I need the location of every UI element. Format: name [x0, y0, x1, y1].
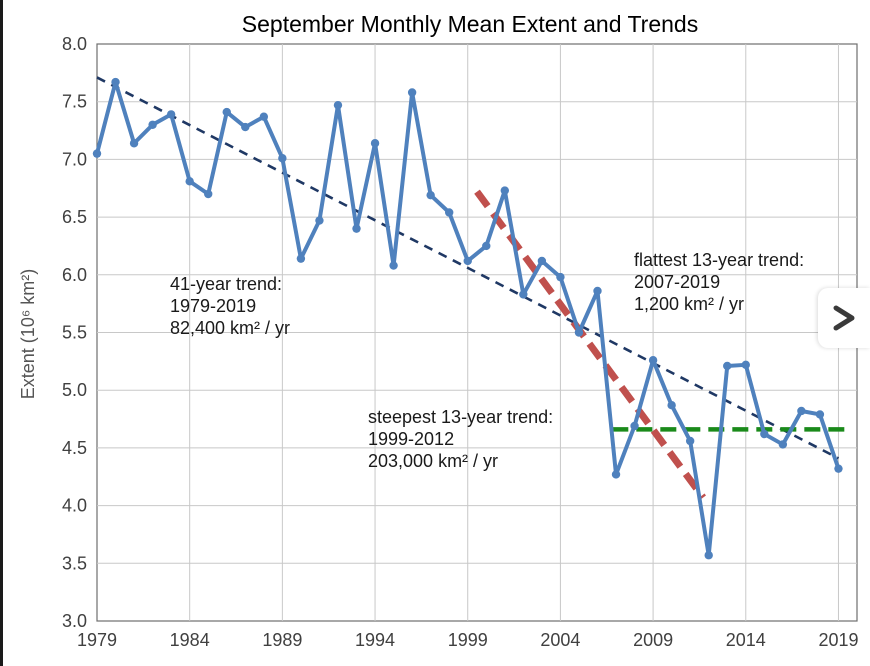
y-tick-label: 8.0	[62, 34, 87, 54]
chevron-right-icon	[833, 305, 855, 331]
x-tick-label: 2004	[540, 630, 580, 650]
data-point	[222, 107, 231, 117]
data-point	[259, 112, 269, 121]
data-point	[500, 186, 510, 195]
data-point	[407, 88, 417, 97]
data-point	[426, 190, 435, 200]
data-point	[611, 470, 621, 479]
y-tick-label: 3.5	[62, 553, 87, 573]
data-point	[166, 110, 176, 119]
data-point	[667, 401, 676, 410]
data-point	[129, 139, 139, 148]
y-tick-label: 6.0	[62, 265, 87, 285]
data-point	[760, 429, 769, 439]
data-point	[815, 410, 825, 419]
data-series	[92, 77, 843, 560]
trend-annotation-line: steepest 13-year trend:	[368, 407, 553, 427]
data-point	[778, 440, 788, 449]
x-tick-label: 1979	[77, 630, 117, 650]
trend-annotations: 41-year trend: 1979-2019 82,400 km² / yr st…	[170, 250, 804, 471]
x-tick-label: 2019	[818, 630, 858, 650]
next-slide-button[interactable]	[818, 288, 870, 348]
trend-annotation-line: flattest 13-year trend:	[634, 250, 804, 270]
trend-annotation-line: 1979-2019	[170, 296, 256, 316]
data-point	[278, 154, 287, 163]
trend-annotation-line: 203,000 km² / yr	[368, 451, 498, 471]
data-point	[185, 177, 194, 186]
y-tick-label: 7.5	[62, 92, 87, 112]
y-tick-label: 7.0	[62, 149, 87, 169]
trend-annotation-line: 41-year trend:	[170, 274, 282, 294]
data-point	[92, 149, 102, 158]
x-tick-label: 1984	[170, 630, 210, 650]
data-point	[685, 436, 695, 446]
trend-annotation-line: 1999-2012	[368, 429, 454, 449]
y-tick-label: 5.0	[62, 380, 87, 400]
data-point	[630, 421, 639, 431]
data-point	[482, 241, 491, 251]
y-tick-label: 5.5	[62, 323, 87, 343]
y-axis-title: Extent (10⁶ km²)	[18, 269, 38, 399]
y-tick-label: 4.0	[62, 496, 87, 516]
data-point	[834, 464, 843, 473]
y-tick-label: 3.0	[62, 611, 87, 631]
data-point	[537, 256, 547, 266]
data-point	[519, 290, 528, 299]
trend-annotation: flattest 13-year trend: 2007-2019 1,200 km…	[634, 250, 804, 314]
data-point	[741, 360, 750, 370]
trend-annotation-line: 2007-2019	[634, 272, 720, 292]
data-point	[352, 224, 361, 233]
y-tick-label: 6.5	[62, 207, 87, 227]
data-point	[315, 216, 324, 225]
data-point	[296, 254, 306, 263]
data-point	[704, 551, 713, 560]
x-tick-label: 1999	[448, 630, 488, 650]
data-point	[463, 256, 472, 266]
data-point	[574, 328, 584, 337]
data-point	[593, 286, 602, 296]
data-point	[111, 77, 120, 87]
data-point	[204, 189, 213, 199]
data-point	[556, 272, 565, 282]
data-point	[370, 139, 380, 148]
x-tick-label: 1989	[262, 630, 302, 650]
left-edge-border	[0, 0, 3, 666]
data-point	[241, 122, 250, 132]
trend-annotation-line: 1,200 km² / yr	[634, 294, 744, 314]
trend-annotation: 41-year trend: 1979-2019 82,400 km² / yr	[170, 274, 290, 338]
data-point	[723, 361, 732, 371]
data-point	[444, 208, 454, 217]
data-point	[148, 120, 157, 129]
trend-annotation: steepest 13-year trend: 1999-2012 203,000 …	[368, 407, 553, 471]
trend-annotation-line: 82,400 km² / yr	[170, 318, 290, 338]
data-point	[797, 406, 806, 416]
data-point	[333, 100, 343, 110]
data-point	[648, 355, 658, 365]
y-tick-label: 4.5	[62, 438, 87, 458]
chart-title: September Monthly Mean Extent and Trends	[242, 11, 698, 37]
x-tick-label: 1994	[355, 630, 395, 650]
data-point	[389, 261, 398, 270]
x-tick-label: 2014	[726, 630, 766, 650]
tick-labels: 3.0 3.5 4.0 4.5 5.0 5.5 6.0 6.5 7.0 7.5 8.0 1979 198…	[62, 34, 859, 650]
x-tick-label: 2009	[633, 630, 673, 650]
trend-line	[474, 189, 706, 500]
trend-line	[96, 76, 840, 460]
